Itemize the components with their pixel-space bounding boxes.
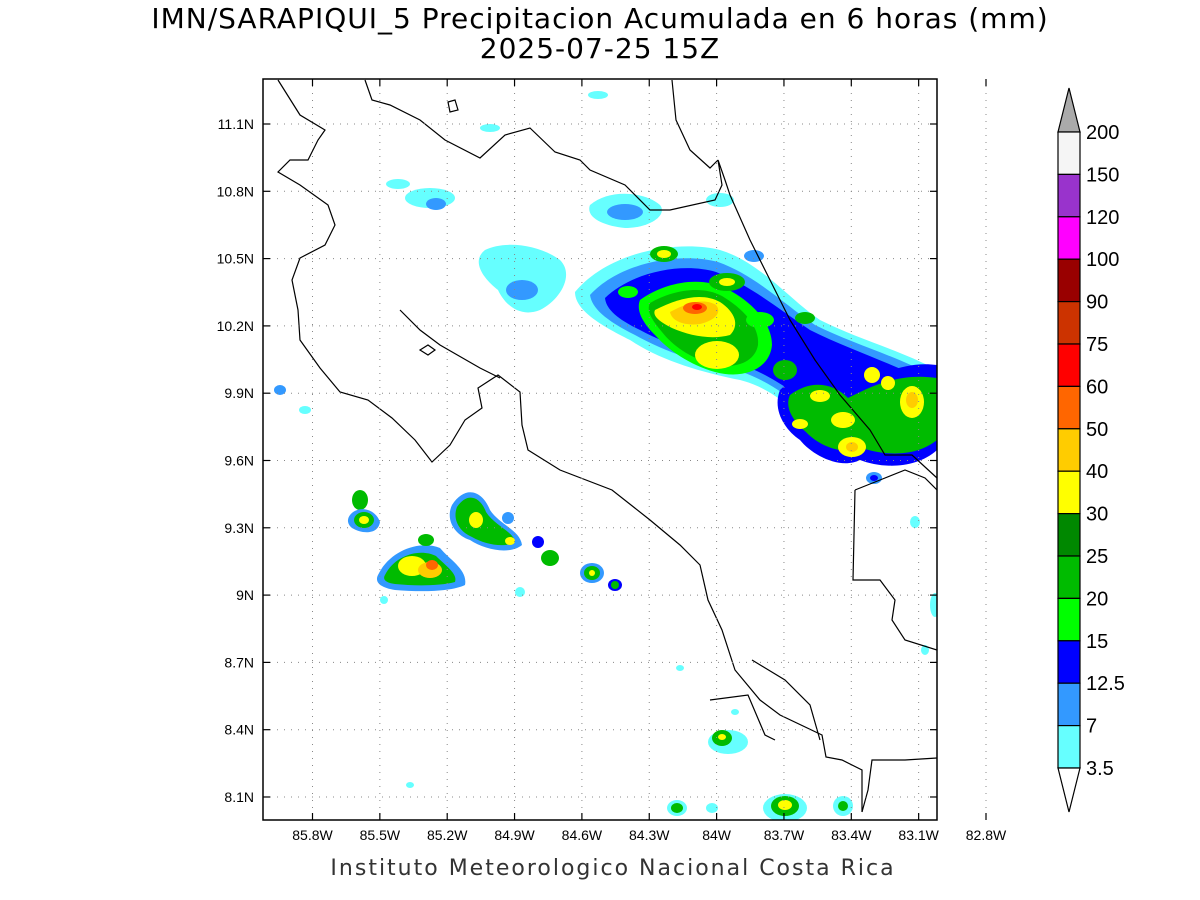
colorbar-level-label: 90 [1086,292,1108,314]
colorbar-box [1057,131,1081,176]
colorbar-box [1057,428,1081,472]
colorbar-box [1057,385,1081,430]
colorbar-box [1057,597,1081,642]
colorbar-level-label: 200 [1086,122,1119,144]
lon-tick-label: 84W [702,827,732,843]
colorbar-level-label: 3.5 [1086,758,1114,780]
lat-tick-label: 9.3N [224,520,254,536]
footer-credit: Instituto Meteorologico Nacional Costa R… [330,856,896,881]
colorbar-box [1057,173,1081,218]
map-grid [263,79,987,820]
colorbar-top-triangle [1057,87,1081,133]
precipitation-field [274,91,937,820]
precip-pacific-cells [347,490,622,604]
colorbar-box [1057,301,1081,345]
coastline [277,79,863,812]
colorbar-box [1057,343,1081,388]
lon-tick-label: 83.4W [831,827,872,843]
map-frame [262,78,938,821]
lon-tick-label: 83.1W [898,827,939,843]
axis-ticks [263,79,987,820]
lon-tick-label: 84.3W [629,827,670,843]
colorbar-box [1057,470,1081,515]
lon-tick-label: 85.5W [360,827,401,843]
lon-tick-label: 84.6W [562,827,603,843]
colorbar-level-label: 150 [1086,164,1119,186]
colorbar-level-label: 15 [1086,631,1108,653]
colorbar-level-label: 40 [1086,461,1108,483]
latitude-labels: 11.1N 10.8N 10.5N 10.2N 9.9N 9.6N 9.3N 9N 8.7N 8.… [217,116,254,805]
colorbar-level-label: 30 [1086,504,1108,526]
lon-tick-label: 84.9W [494,827,535,843]
lon-tick-label: 82.8W [966,827,1007,843]
precip-north-scattered [274,91,734,414]
lat-tick-label: 10.2N [217,318,254,334]
precipitation-colorbar: 200 150 120 100 90 75 60 50 40 30 25 20 15 12.5 7 3.5 [1057,87,1125,813]
lat-tick-label: 8.7N [224,654,254,670]
lat-tick-label: 8.4N [224,722,254,738]
lat-tick-label: 9.9N [224,385,254,401]
map-title: IMN/SARAPIQUI_5 Precipitacion Acumulada … [151,2,1049,35]
lat-tick-label: 9N [236,587,254,603]
colorbar-box [1057,724,1081,769]
map-subtitle: 2025-07-25 15Z [479,32,721,65]
colorbar-level-label: 75 [1086,334,1108,356]
precip-cluster-east [777,364,937,484]
lat-tick-label: 8.1N [224,789,254,805]
lon-tick-label: 85.2W [427,827,468,843]
precip-south-cells [406,516,937,820]
longitude-labels: 85.8W 85.5W 85.2W 84.9W 84.6W 84.3W 84W 83.7W 83… [292,827,1007,843]
lat-tick-label: 10.8N [217,183,254,199]
lat-tick-label: 9.6N [224,452,254,468]
colorbar-level-label: 25 [1086,546,1108,568]
colorbar-bottom-triangle [1057,767,1081,813]
colorbar-level-label: 7 [1086,716,1097,738]
colorbar-box [1057,682,1081,727]
colorbar-level-label: 60 [1086,376,1108,398]
colorbar-box [1057,555,1081,600]
colorbar-level-label: 12.5 [1086,673,1125,695]
colorbar-box [1057,640,1081,684]
colorbar-level-label: 120 [1086,207,1119,229]
colorbar-level-label: 20 [1086,588,1108,610]
colorbar-box [1057,512,1081,557]
lat-tick-label: 10.5N [217,251,254,267]
colorbar-box [1057,258,1081,303]
colorbar-box [1057,216,1081,260]
colorbar-level-label: 100 [1086,249,1119,271]
lat-tick-label: 11.1N [218,116,254,132]
lon-tick-label: 83.7W [764,827,805,843]
colorbar-level-label: 50 [1086,419,1108,441]
lon-tick-label: 85.8W [292,827,333,843]
